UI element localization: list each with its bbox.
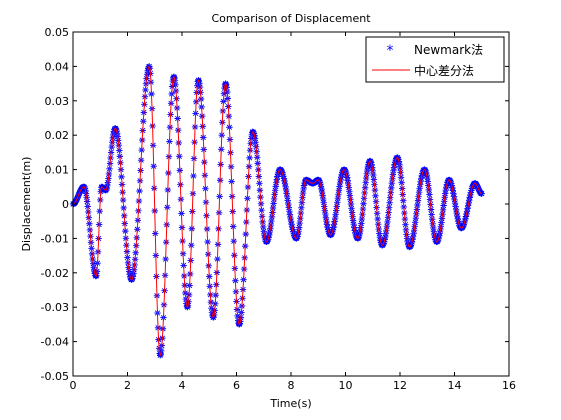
- y-tick-label: 0.04: [45, 60, 70, 73]
- legend-label-central-difference: 中心差分法: [414, 63, 474, 78]
- y-tick-label: -0.04: [41, 336, 69, 349]
- y-axis-label: Displacement(m): [20, 157, 33, 252]
- legend-label-newmark: Newmark法: [414, 43, 483, 57]
- x-tick-label: 2: [124, 379, 131, 392]
- y-tick-label: 0.02: [45, 129, 70, 142]
- x-tick-label: 14: [448, 379, 462, 392]
- x-tick-label: 0: [70, 379, 77, 392]
- y-tick-label: -0.02: [41, 267, 69, 280]
- x-tick-label: 16: [502, 379, 516, 392]
- series-layer: [69, 63, 485, 359]
- series-central-difference-line: [72, 65, 482, 357]
- y-tick-label: 0.01: [45, 164, 70, 177]
- x-tick-label: 4: [179, 379, 186, 392]
- legend-box: [365, 36, 505, 83]
- chart-title: Comparison of Displacement: [211, 12, 371, 25]
- y-tick-label: -0.03: [41, 301, 69, 314]
- legend-marker-newmark: *: [387, 43, 394, 59]
- y-tick-label: 0.03: [45, 95, 70, 108]
- x-axis-label: Time(s): [269, 397, 311, 410]
- y-tick-label: -0.05: [41, 370, 69, 383]
- y-tick-label: -0.01: [41, 232, 69, 245]
- legend: * Newmark法 中心差分法: [365, 36, 505, 83]
- x-tick-label: 10: [339, 379, 353, 392]
- x-tick-label: 8: [288, 379, 295, 392]
- y-tick-label: 0: [62, 198, 69, 211]
- x-tick-label: 12: [393, 379, 407, 392]
- tick-layer: 0 2 4 6 8 10 12 14 16 -0.05 -0.04 -0.03 -0.02 -0.01 0 0…: [41, 26, 516, 392]
- x-tick-label: 6: [233, 379, 240, 392]
- y-tick-label: 0.05: [45, 26, 70, 39]
